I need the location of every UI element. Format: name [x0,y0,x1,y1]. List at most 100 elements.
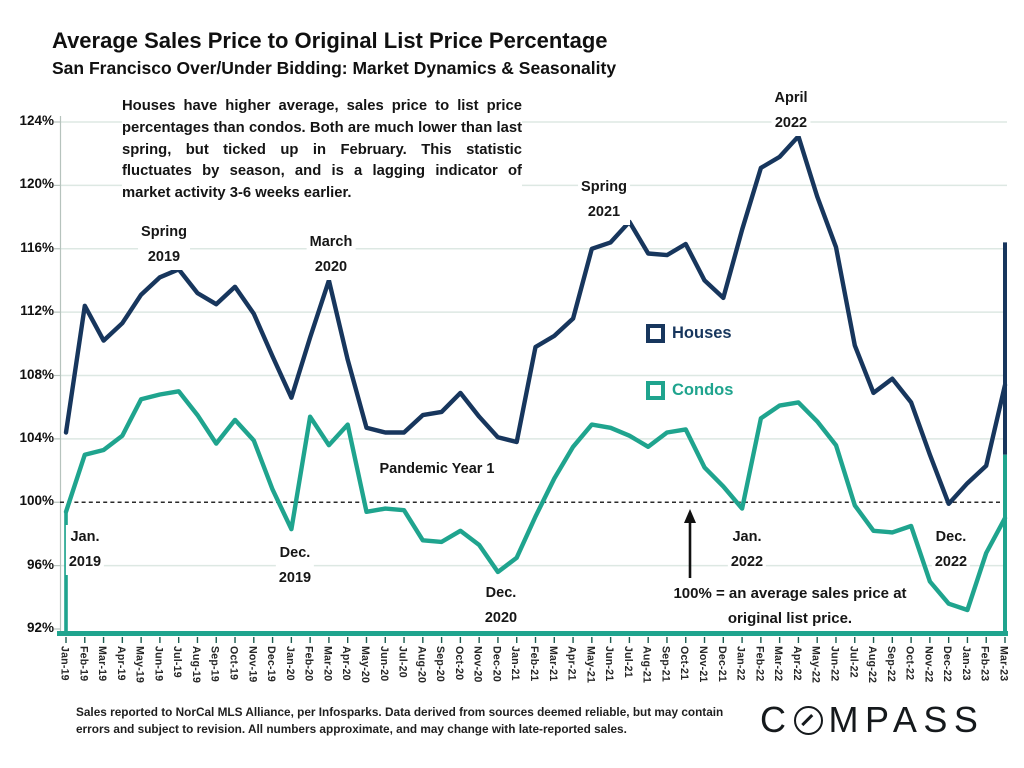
x-axis-label: Sep-19 [208,646,221,682]
x-axis-label: Nov-20 [471,646,484,683]
annotation-line: 2022 [730,554,764,570]
x-axis-label: Feb-19 [77,646,90,682]
x-axis-label: Jan-22 [734,646,747,681]
x-axis-label: Jul-21 [621,646,634,678]
annotation-line: 2021 [587,204,621,220]
houses-line [63,134,1008,506]
x-axis-label: Sep-22 [884,646,897,682]
annotation-line: 2020 [484,610,518,626]
x-axis-label: Jul-22 [847,646,860,678]
y-axis-label: 108% [19,366,54,382]
x-axis-label: Feb-21 [528,646,540,682]
y-axis-label: 104% [19,429,54,445]
annotation-baseline-note: 100% = an average sales price at origina… [670,581,910,631]
annotation-line: Jan. [732,529,762,545]
x-axis-label: Jan-21 [509,646,522,681]
x-axis-label: Mar-20 [321,646,334,682]
annotation-line: Spring [141,224,187,240]
x-axis-label: Jun-22 [828,646,841,682]
annotation-dec-2019: Dec. 2019 [275,541,315,591]
condos-line [63,389,1008,613]
page-title: Average Sales Price to Original List Pri… [52,28,608,53]
page-subtitle: San Francisco Over/Under Bidding: Market… [52,58,617,78]
x-axis-label: Dec-19 [265,646,278,682]
x-axis-label: May-21 [584,646,597,684]
x-axis-label: Oct-20 [452,646,465,681]
y-axis-label: 112% [20,303,54,319]
y-axis-label: 100% [19,493,54,509]
x-axis-label: Sep-21 [659,646,672,682]
annotation-line: 2019 [147,249,181,265]
x-axis-label: Jun-19 [152,646,165,682]
annotation-april-2022: April 2022 [771,86,811,136]
annotation-jan-2019: Jan. 2019 [65,525,105,575]
x-axis-label: May-22 [809,646,822,684]
legend-item-condos: Condos [644,379,742,402]
annotation-line: Jan. [70,529,100,545]
x-axis-label: Mar-22 [772,646,785,682]
annotation-line: 100% = an average sales price at [673,585,907,602]
x-axis-label: Apr-19 [114,646,127,681]
annotation-line: 2020 [314,259,348,275]
x-axis-label: Oct-19 [227,646,240,681]
x-axis-label: Mar-21 [546,646,559,682]
compass-needle-o-icon [793,705,823,735]
x-axis-label: Oct-22 [903,646,916,681]
annotation-line: Dec. [485,585,517,601]
x-axis-label: Mar-19 [96,646,109,682]
x-axis-label: Nov-22 [922,646,935,683]
x-axis-label: Aug-19 [189,646,202,684]
y-axis-label: 116% [20,239,54,255]
annotation-dec-2022: Dec. 2022 [931,525,971,575]
x-axis-label: May-20 [358,646,371,684]
x-axis-label: Jan-19 [58,646,71,681]
annotation-line: original list price. [727,610,853,627]
x-axis-label: May-19 [133,646,146,684]
x-axis-label: Sep-20 [434,646,447,682]
x-axis-label: Dec-20 [490,646,503,682]
houses-swatch-icon [646,324,665,343]
x-axis-label: Apr-22 [790,646,803,681]
annotation-line: Dec. [279,545,311,561]
footer-disclaimer: Sales reported to NorCal MLS Alliance, p… [76,705,724,736]
logo-letters: MPASS [828,699,985,740]
y-axis-label: 120% [19,176,54,192]
annotation-line: 2019 [68,554,102,570]
annotation-line: Dec. [935,529,967,545]
annotation-march-2020: March 2020 [306,230,356,280]
x-axis-label: Jan-20 [283,646,296,681]
x-axis-label: Aug-20 [415,646,428,684]
legend-label-houses: Houses [672,324,732,342]
compass-logo: C MPASS [760,699,984,741]
annotation-line: 2022 [774,115,808,131]
x-axis-label: Dec-21 [715,646,728,682]
x-axis-label: Aug-22 [866,646,879,684]
annotation-line: Spring [581,179,627,195]
x-axis-label: Apr-21 [565,646,578,681]
x-axis-label: Jan-23 [959,646,972,681]
x-axis-label: Feb-22 [753,646,766,682]
annotation-line: April [774,90,808,106]
y-axis-label: 92% [26,620,54,635]
x-axis-label: Feb-23 [978,646,991,682]
x-axis-label: Feb-20 [302,646,315,682]
condos-swatch-icon [646,381,665,400]
y-axis-label: 96% [26,556,54,572]
logo-letter: C [760,699,793,740]
y-axis-label: 124% [19,113,54,128]
commentary-text: Houses have higher average, sales price … [122,96,522,205]
x-axis-label: Oct-21 [678,646,691,681]
x-axis-label: Jun-20 [377,646,390,682]
x-axis-label: Jul-20 [396,646,409,678]
legend-label-condos: Condos [672,381,734,399]
annotation-pandemic-year-1: Pandemic Year 1 [376,460,498,478]
annotation-line: 2022 [934,554,968,570]
x-axis-label: Aug-21 [640,646,653,684]
annotation-jan-2022: Jan. 2022 [727,525,767,575]
annotation-spring-2019: Spring 2019 [138,220,190,270]
arrow-head-icon [684,509,696,523]
x-axis-label: Nov-21 [697,646,710,683]
x-axis-label: Jun-21 [603,646,616,682]
x-axis-label: Dec-22 [941,646,954,682]
